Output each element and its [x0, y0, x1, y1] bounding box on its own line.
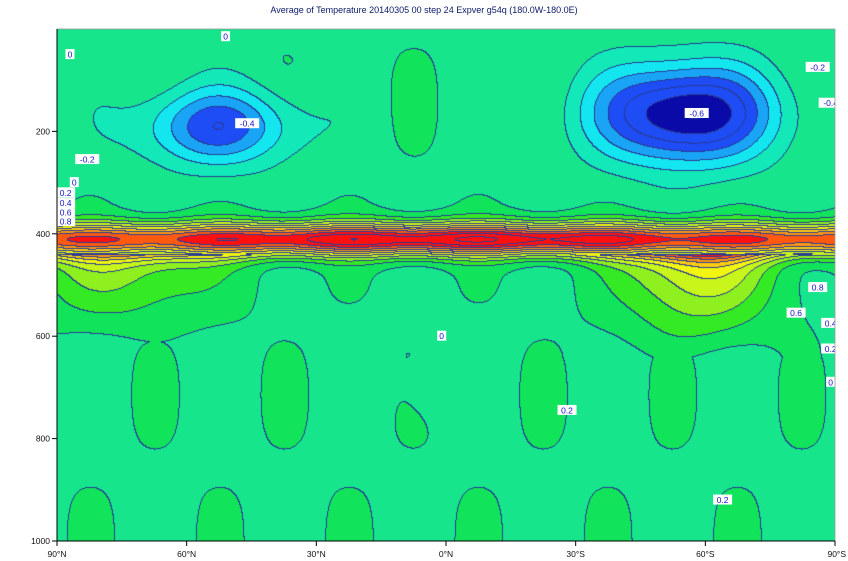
contour-fill-image	[57, 29, 835, 541]
y-tick-label: 600	[36, 331, 50, 341]
contour-label-background	[786, 307, 806, 318]
contour-label-text: 0	[828, 377, 833, 387]
x-tick-label: 60°S	[696, 549, 715, 559]
contour-label-text: 0.8	[812, 283, 824, 293]
contour-label-8: 0.2	[57, 187, 76, 198]
contour-label-1: -0.2	[75, 154, 100, 165]
contour-label-text: 0.4	[825, 318, 837, 328]
contour-label-background	[821, 343, 835, 354]
contour-label-background	[75, 154, 100, 165]
contour-label-text: 0.2	[60, 188, 72, 198]
contour-label-text: 0	[223, 32, 228, 42]
contour-label-text: 0	[72, 178, 77, 188]
contour-label-text: 0.2	[561, 405, 573, 415]
y-tick-label: 400	[36, 229, 50, 239]
contour-label-6: 0	[221, 31, 231, 42]
contour-label-background	[57, 197, 76, 208]
contour-label-background	[818, 97, 835, 108]
x-tick-label: 0°N	[439, 549, 453, 559]
contour-label-19: 0.2	[713, 494, 733, 505]
contour-label-text: -0.2	[810, 62, 825, 72]
contour-label-text: 0.2	[825, 344, 837, 354]
contour-label-text: 0	[68, 50, 73, 60]
contour-label-12: 0.8	[808, 282, 828, 293]
contour-label-16: 0	[826, 376, 835, 387]
contour-label-15: 0.2	[821, 343, 837, 354]
contour-label-5: 0	[65, 49, 75, 60]
contour-label-10: 0.6	[57, 206, 76, 217]
contour-label-9: 0.4	[57, 197, 76, 208]
contour-label-text: -0.4	[823, 98, 838, 108]
contour-label-background	[69, 177, 79, 188]
x-tick-label: 90°N	[48, 549, 67, 559]
contour-label-background	[808, 282, 828, 293]
contour-label-background	[221, 31, 231, 42]
contour-label-text: 0	[439, 331, 444, 341]
contour-label-background	[57, 187, 76, 198]
contour-label-2: -0.6	[684, 107, 709, 118]
contour-label-11: 0.8	[57, 216, 76, 227]
contour-label-background	[821, 317, 835, 328]
contour-label-7: 0	[69, 177, 79, 188]
y-tick-label: 1000	[31, 536, 50, 546]
x-tick-label: 30°S	[566, 549, 585, 559]
contour-label-13: 0.6	[786, 307, 806, 318]
y-axis-ticks: 200 400 600 800 1000	[31, 126, 57, 546]
contour-label-background	[713, 494, 733, 505]
contour-label-background	[437, 330, 447, 341]
chart-title: Average of Temperature 20140305 00 step …	[270, 5, 578, 15]
x-tick-label: 90°S	[827, 549, 846, 559]
contour-label-text: 0.8	[60, 217, 72, 227]
contour-label-background	[235, 118, 260, 129]
y-tick-label: 800	[36, 434, 50, 444]
contour-label-background	[826, 376, 835, 387]
x-axis-ticks: 90°N 60°N 30°N 0°N 30°S 60°S 90°S	[48, 541, 846, 559]
contour-label-0: -0.4	[235, 118, 260, 129]
x-tick-label: 30°N	[307, 549, 326, 559]
contour-label-background	[684, 107, 709, 118]
contour-label-3: -0.2	[805, 61, 830, 72]
contour-label-background	[65, 49, 75, 60]
contour-label-text: 0.2	[717, 495, 729, 505]
contour-label-text: -0.6	[689, 108, 704, 118]
temperature-field	[57, 29, 835, 541]
contour-label-background	[57, 216, 76, 227]
contour-label-text: -0.4	[240, 119, 255, 129]
contour-label-background	[557, 404, 577, 415]
contour-label-14: 0.4	[821, 317, 837, 328]
contour-label-text: 0.6	[60, 207, 72, 217]
x-tick-label: 60°N	[177, 549, 196, 559]
contour-label-17: 0	[437, 330, 447, 341]
contour-label-text: -0.2	[80, 155, 95, 165]
contour-label-text: 0.6	[790, 308, 802, 318]
y-tick-label: 200	[36, 126, 50, 136]
contour-label-background	[805, 61, 830, 72]
contour-label-4: -0.4	[818, 97, 838, 108]
contour-labels: -0.4-0.2-0.6-0.2-0.40000.20.40.60.80.80.…	[57, 31, 838, 505]
contour-label-18: 0.2	[557, 404, 577, 415]
contour-label-background	[57, 206, 76, 217]
contour-label-text: 0.4	[60, 198, 72, 208]
